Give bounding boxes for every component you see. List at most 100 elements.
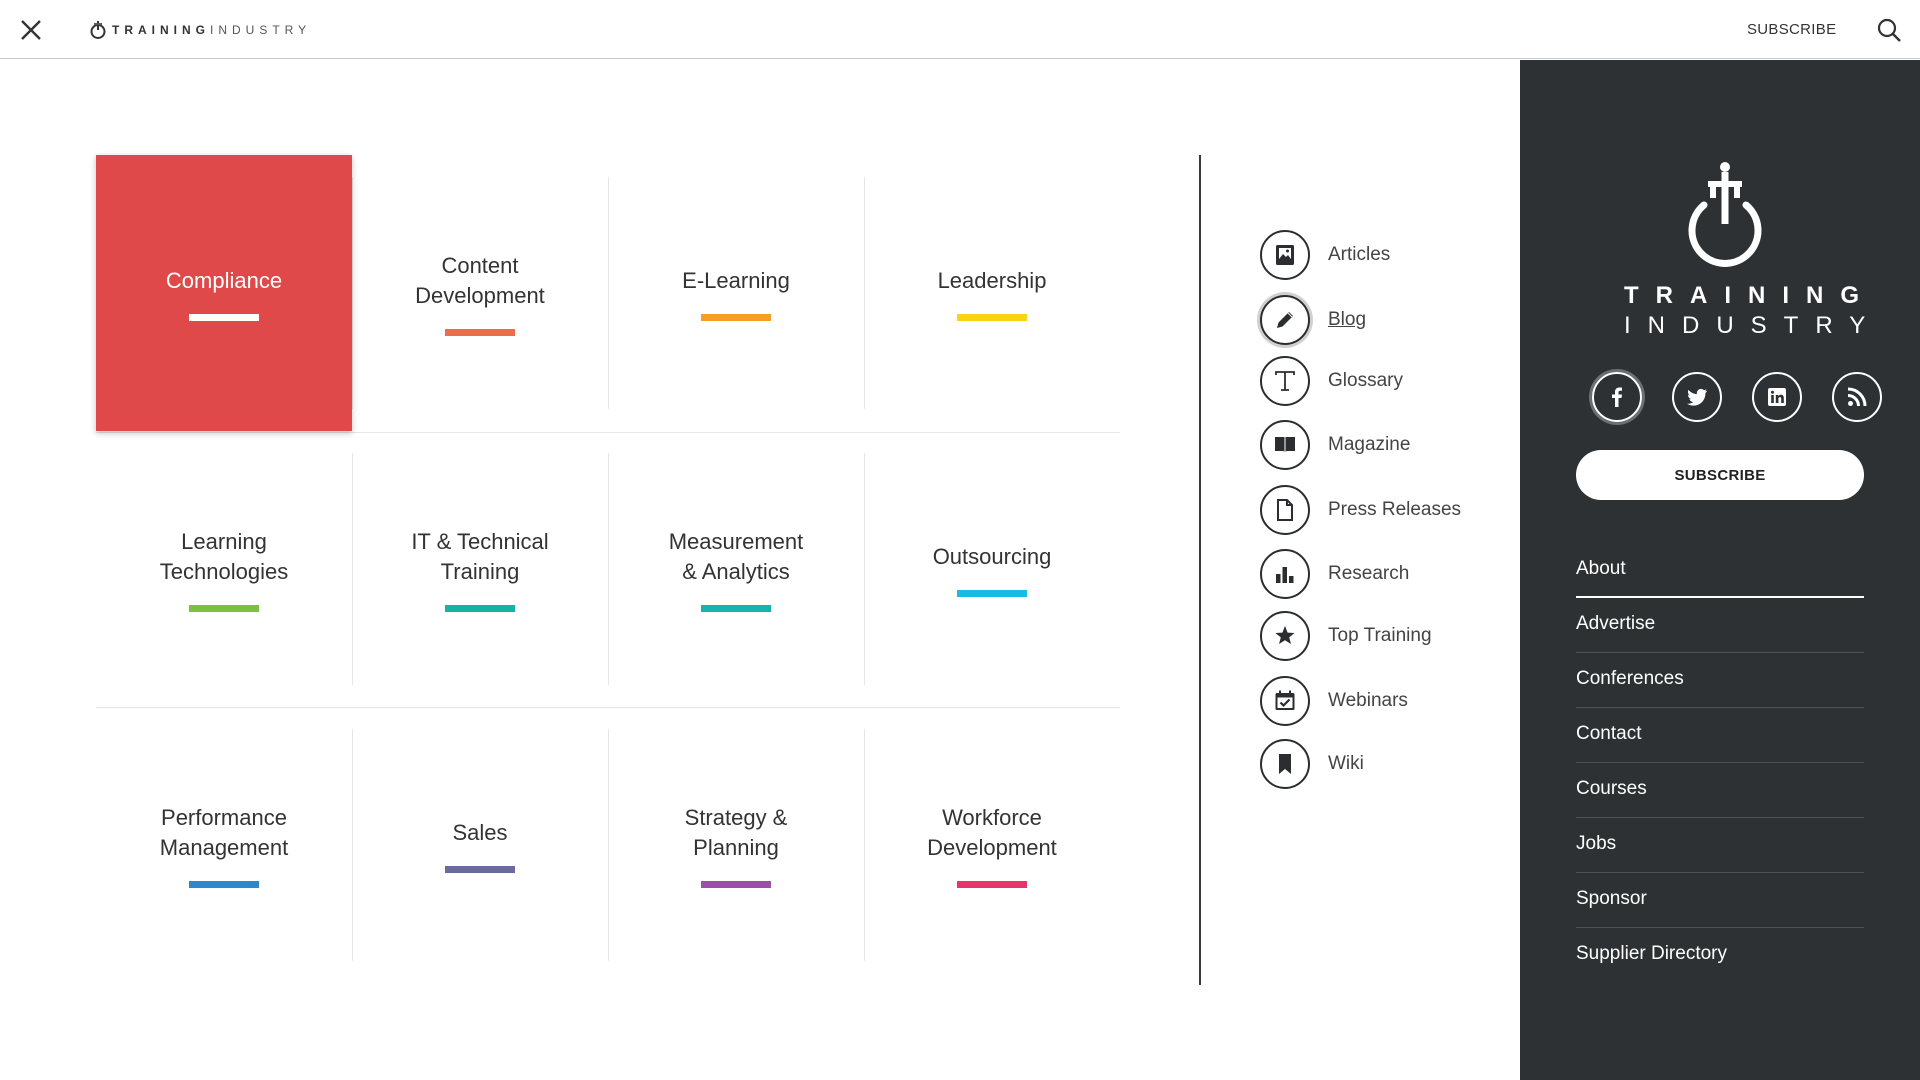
section-divider <box>1199 155 1201 985</box>
category-tile[interactable]: Content Development <box>352 155 608 431</box>
resource-label: Top Training <box>1328 625 1432 646</box>
close-icon[interactable] <box>18 17 44 43</box>
grid-row-divider <box>96 432 1120 433</box>
category-tile[interactable]: Leadership <box>864 155 1120 431</box>
category-label: Outsourcing <box>932 543 1052 569</box>
resource-link[interactable]: Research <box>1260 549 1409 599</box>
category-tile[interactable]: Performance Management <box>96 707 352 983</box>
category-tile[interactable]: E-Learning <box>608 155 864 431</box>
grid-divider <box>352 177 353 409</box>
grid-divider <box>608 453 609 685</box>
resource-label: Articles <box>1328 244 1391 265</box>
category-label: Workforce Development <box>927 804 1057 860</box>
resource-link[interactable]: Press Releases <box>1260 485 1461 535</box>
category-label: Measurement & Analytics <box>668 528 804 584</box>
grid-row-divider <box>96 707 1120 708</box>
side-panel: TRAINING INDUSTRY SUBSCRIBE About Adverti… <box>1520 60 1920 1080</box>
header-logo-word2: INDUSTRY <box>210 23 312 37</box>
category-color-bar <box>189 880 259 888</box>
panel-nav-link[interactable]: Courses <box>1576 763 1864 818</box>
grid-divider <box>864 453 865 685</box>
resource-link[interactable]: Blog <box>1260 295 1366 345</box>
category-label: IT & Technical Training <box>411 528 549 584</box>
bar-chart-icon <box>1260 549 1310 599</box>
calendar-check-icon <box>1260 676 1310 726</box>
category-tile[interactable]: Sales <box>352 707 608 983</box>
rss-icon[interactable] <box>1832 372 1882 422</box>
category-label: E-Learning <box>682 267 790 293</box>
bookmark-icon <box>1260 739 1310 789</box>
star-icon <box>1260 611 1310 661</box>
category-tile[interactable]: Learning Technologies <box>96 431 352 707</box>
category-tile[interactable]: Strategy & Planning <box>608 707 864 983</box>
category-label: Content Development <box>415 252 545 308</box>
category-color-bar <box>957 880 1027 888</box>
resource-label: Webinars <box>1328 690 1408 711</box>
grid-divider <box>352 453 353 685</box>
resource-link[interactable]: Articles <box>1260 230 1390 280</box>
category-tile[interactable]: Workforce Development <box>864 707 1120 983</box>
resource-label: Magazine <box>1328 434 1411 455</box>
grid-divider <box>608 177 609 409</box>
category-color-bar <box>189 313 259 321</box>
category-grid: Compliance Content Development E-Learning L… <box>96 155 1120 965</box>
panel-nav-link[interactable]: Advertise <box>1576 598 1864 653</box>
panel-nav-link[interactable]: About <box>1576 543 1864 598</box>
resource-link[interactable]: Magazine <box>1260 420 1410 470</box>
category-color-bar <box>445 604 515 612</box>
category-color-bar <box>701 313 771 321</box>
panel-logo-word2: INDUSTRY <box>1624 312 1883 339</box>
category-tile[interactable]: Measurement & Analytics <box>608 431 864 707</box>
search-icon[interactable] <box>1876 17 1902 43</box>
category-color-bar <box>701 880 771 888</box>
panel-nav-link[interactable]: Sponsor <box>1576 873 1864 928</box>
resource-link[interactable]: Webinars <box>1260 676 1408 726</box>
panel-nav-link[interactable]: Conferences <box>1576 653 1864 708</box>
resource-label: Blog <box>1328 309 1367 330</box>
category-color-bar <box>957 313 1027 321</box>
linkedin-icon[interactable] <box>1752 372 1802 422</box>
twitter-icon[interactable] <box>1672 372 1722 422</box>
letter-t-icon <box>1260 356 1310 406</box>
resource-label: Research <box>1328 563 1410 584</box>
panel-logo-word1: TRAINING <box>1624 282 1876 309</box>
social-links <box>1592 372 1882 422</box>
category-color-bar <box>189 604 259 612</box>
category-label: Learning Technologies <box>159 528 289 584</box>
category-color-bar <box>957 589 1027 597</box>
document-icon <box>1260 485 1310 535</box>
panel-logo[interactable]: TRAINING INDUSTRY <box>1610 160 1883 340</box>
image-icon <box>1260 230 1310 280</box>
book-icon <box>1260 420 1310 470</box>
category-color-bar <box>445 328 515 336</box>
panel-nav-link[interactable]: Contact <box>1576 708 1864 763</box>
resource-link[interactable]: Top Training <box>1260 611 1432 661</box>
panel-nav-link[interactable]: Jobs <box>1576 818 1864 873</box>
top-bar: TRAINING INDUSTRY SUBSCRIBE <box>0 0 1920 59</box>
category-label: Performance Management <box>159 804 289 860</box>
header-logo-word1: TRAINING <box>112 23 210 37</box>
category-label: Compliance <box>165 267 283 293</box>
panel-nav-link[interactable]: Supplier Directory <box>1576 943 1727 964</box>
panel-subscribe-button[interactable]: SUBSCRIBE <box>1576 450 1864 500</box>
resource-link[interactable]: Glossary <box>1260 356 1403 406</box>
resource-link[interactable]: Wiki <box>1260 739 1364 789</box>
header-logo[interactable]: TRAINING INDUSTRY <box>88 20 311 40</box>
resource-label: Glossary <box>1328 370 1403 391</box>
category-label: Strategy & Planning <box>684 804 788 860</box>
facebook-icon[interactable] <box>1592 372 1642 422</box>
grid-divider <box>864 729 865 961</box>
power-logo-icon <box>90 21 106 39</box>
category-tile[interactable]: IT & Technical Training <box>352 431 608 707</box>
grid-divider <box>352 729 353 961</box>
header-subscribe-link[interactable]: SUBSCRIBE <box>1747 21 1837 38</box>
category-label: Sales <box>452 819 508 845</box>
power-logo-icon <box>1688 162 1762 267</box>
category-tile[interactable]: Compliance <box>96 155 352 431</box>
category-label: Leadership <box>937 267 1047 293</box>
resource-label: Wiki <box>1328 753 1364 774</box>
grid-divider <box>608 729 609 961</box>
pencil-icon <box>1260 295 1310 345</box>
category-tile[interactable]: Outsourcing <box>864 431 1120 707</box>
grid-divider <box>864 177 865 409</box>
